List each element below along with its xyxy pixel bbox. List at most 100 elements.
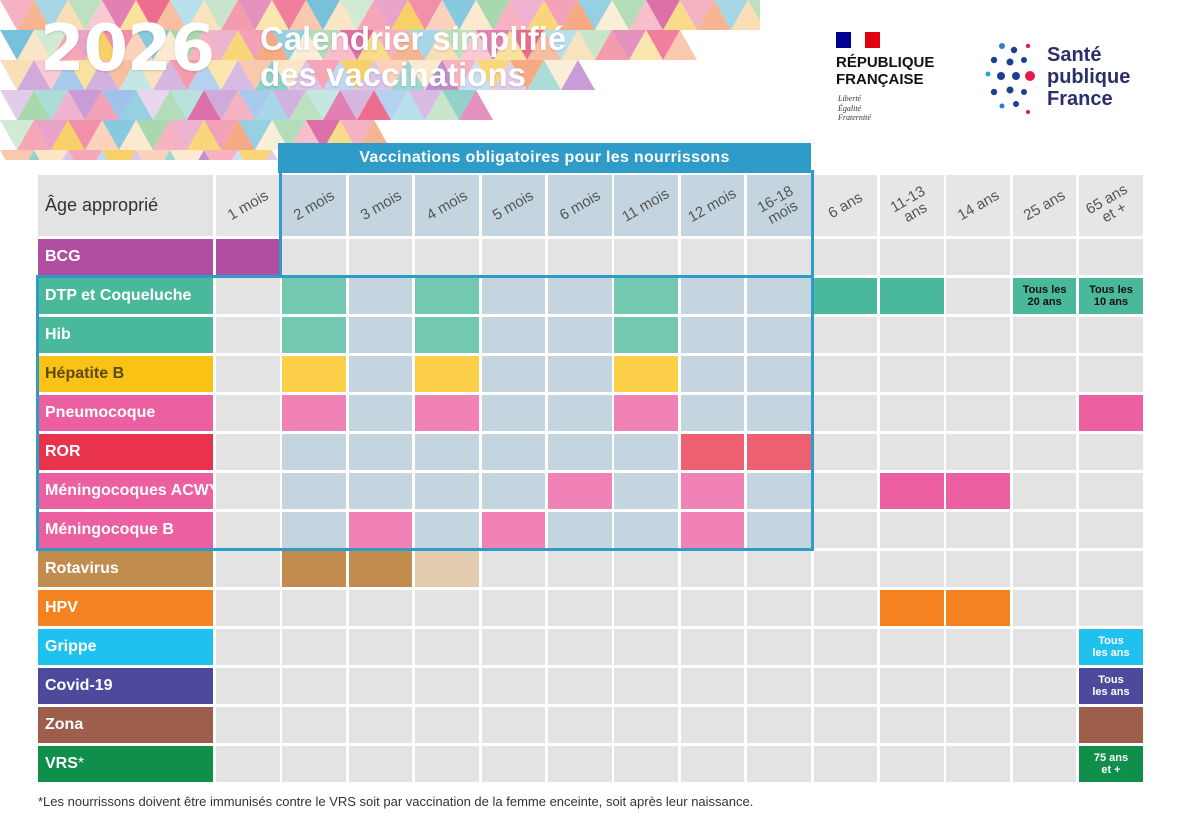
schedule-cell: [880, 434, 944, 471]
schedule-cell: [747, 239, 811, 276]
schedule-cell: [813, 629, 878, 666]
schedule-cell: [614, 239, 678, 276]
schedule-cell: [282, 473, 346, 510]
deco-triangle: [198, 150, 210, 160]
deco-triangle: [85, 0, 119, 30]
vaccine-label: Zona: [38, 707, 213, 744]
schedule-cell: [747, 746, 811, 783]
deco-triangle: [272, 30, 306, 60]
schedule-cell: [1012, 239, 1077, 276]
schedule-cell: [348, 395, 413, 432]
schedule-cell: [813, 551, 878, 588]
schedule-cell: [282, 668, 346, 705]
deco-triangle: [34, 90, 68, 120]
french-flag-logo: [836, 32, 880, 48]
schedule-cell: [813, 473, 878, 510]
deco-triangle: [130, 150, 142, 160]
schedule-cell: [946, 395, 1010, 432]
schedule-cell-recommended: [481, 512, 546, 549]
schedule-cell: [813, 668, 878, 705]
deco-triangle: [153, 60, 187, 90]
schedule-cell: [747, 512, 811, 549]
vaccine-label: Hépatite B: [38, 356, 213, 393]
schedule-cell-recommended: [415, 356, 479, 393]
deco-triangle: [51, 120, 85, 150]
deco-triangle: [136, 120, 170, 150]
schedule-cell: [348, 707, 413, 744]
deco-triangle: [255, 120, 289, 150]
column-header: 12 mois: [680, 175, 745, 236]
schedule-cell: [880, 317, 944, 354]
deco-triangle: [170, 120, 204, 150]
schedule-cell: [548, 551, 612, 588]
column-header-label: 16-18 mois: [754, 182, 801, 228]
deco-triangle: [612, 0, 646, 30]
deco-triangle: [595, 0, 629, 30]
vaccine-label: DTP et Coqueluche: [38, 278, 213, 315]
deco-triangle: [646, 30, 680, 60]
deco-triangle: [578, 0, 612, 30]
schedule-cell: [680, 668, 745, 705]
schedule-cell: [1079, 317, 1143, 354]
deco-triangle: [629, 30, 663, 60]
deco-triangle: [374, 60, 408, 90]
deco-triangle: [714, 0, 748, 30]
schedule-cell: [747, 668, 811, 705]
schedule-cell: [680, 629, 745, 666]
deco-triangle: [28, 150, 40, 160]
vaccine-label: HPV: [38, 590, 213, 627]
vaccine-label-text: Pneumocoque: [45, 404, 156, 422]
deco-triangle: [187, 90, 221, 120]
deco-triangle: [68, 0, 102, 30]
schedule-cell: [548, 746, 612, 783]
deco-triangle: [374, 90, 408, 120]
deco-triangle: [51, 90, 85, 120]
schedule-cell: [813, 512, 878, 549]
deco-triangle: [306, 120, 340, 150]
deco-triangle: [170, 150, 204, 160]
schedule-cell: [614, 551, 678, 588]
schedule-cell-recommended: [282, 551, 346, 588]
schedule-note: Tous les ans: [1079, 668, 1143, 705]
schedule-cell: [1012, 356, 1077, 393]
deco-triangle: [255, 0, 289, 30]
deco-triangle: [289, 120, 323, 150]
schedule-cell-recommended: [880, 278, 944, 315]
schedule-cell: [1012, 434, 1077, 471]
column-header: 3 mois: [348, 175, 413, 236]
deco-triangle: [221, 90, 255, 120]
deco-triangle: [34, 120, 68, 150]
deco-triangle: [238, 60, 272, 90]
spf-line2: publique: [1047, 66, 1131, 88]
deco-triangle: [663, 0, 697, 30]
schedule-cell: [548, 278, 612, 315]
schedule-cell: [348, 629, 413, 666]
deco-triangle: [204, 150, 238, 160]
deco-triangle: [544, 0, 578, 30]
schedule-cell: [481, 551, 546, 588]
schedule-cell: [1079, 512, 1143, 549]
deco-triangle: [408, 60, 442, 90]
schedule-cell: [946, 707, 1010, 744]
schedule-cell: [1012, 317, 1077, 354]
schedule-cell: [415, 473, 479, 510]
schedule-cell: [747, 629, 811, 666]
deco-triangle: [204, 90, 238, 120]
deco-triangle: [272, 90, 306, 120]
schedule-cell: [1012, 629, 1077, 666]
decorative-triangle-pattern: [0, 0, 760, 160]
schedule-cell: [481, 629, 546, 666]
schedule-cell: [282, 512, 346, 549]
sante-publique-france-logo: Santé publique France: [1047, 44, 1130, 110]
schedule-cell: [680, 239, 745, 276]
spf-line3: France: [1047, 88, 1113, 110]
deco-triangle: [85, 90, 119, 120]
motto-fraternite: Fraternité: [838, 113, 871, 122]
vaccine-label-text: Méningocoque B: [45, 521, 174, 539]
year-title: 2026: [40, 12, 215, 86]
deco-triangle: [17, 0, 51, 30]
schedule-cell: [548, 356, 612, 393]
vaccine-label: VRS *: [38, 746, 213, 783]
schedule-cell: [216, 434, 280, 471]
schedule-cell: [614, 512, 678, 549]
